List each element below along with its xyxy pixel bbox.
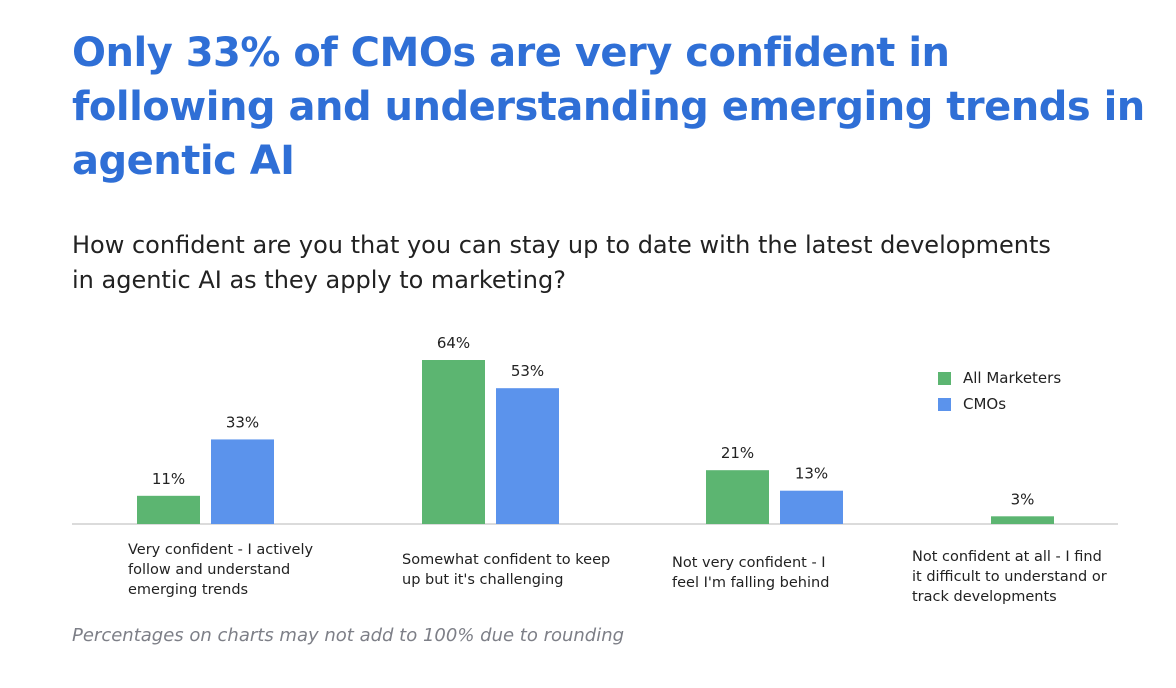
value-label-all-marketers-1: 64% <box>437 334 470 352</box>
chart-subtitle: How confident are you that you can stay … <box>72 231 1051 294</box>
value-label-all-marketers-0: 11% <box>152 470 185 488</box>
chart-title: Only 33% of CMOs are very confident in f… <box>72 30 1145 184</box>
bar-cmos-1 <box>496 388 559 524</box>
value-label-all-marketers-3: 3% <box>1011 490 1035 508</box>
footnote: Percentages on charts may not add to 100… <box>72 625 625 646</box>
legend: All Marketers CMOs <box>938 365 1061 417</box>
category-label-somewhat-confident: Somewhat confident to keep up but it's c… <box>402 552 611 588</box>
bar-cmos-2 <box>780 490 843 524</box>
bar-all-marketers-1 <box>422 360 485 524</box>
value-label-cmos-0: 33% <box>226 413 259 431</box>
legend-label-cmos: CMOs <box>963 395 1007 413</box>
category-label-not-confident-at-all: Not confident at all - I find it difficu… <box>912 549 1107 605</box>
value-label-all-marketers-2: 21% <box>721 444 754 462</box>
bar-cmos-0 <box>211 439 274 524</box>
legend-item-all-marketers: All Marketers <box>938 365 1061 391</box>
bar-all-marketers-3 <box>991 516 1054 524</box>
bar-all-marketers-2 <box>706 470 769 524</box>
value-label-cmos-1: 53% <box>511 362 544 380</box>
legend-swatch-cmos <box>938 397 951 411</box>
category-label-not-very-confident: Not very confident - I feel I'm falling … <box>672 555 830 591</box>
legend-swatch-all-marketers <box>938 371 951 385</box>
value-label-cmos-2: 13% <box>795 465 828 483</box>
bar-all-marketers-0 <box>137 495 200 524</box>
category-label-very-confident: Very confident - I actively follow and u… <box>128 542 314 598</box>
legend-label-all-marketers: All Marketers <box>963 369 1062 387</box>
legend-item-cmos: CMOs <box>938 391 1061 417</box>
